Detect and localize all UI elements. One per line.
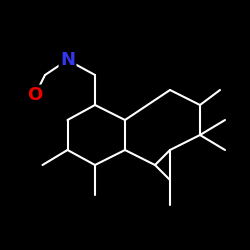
Text: N: N xyxy=(60,51,75,69)
Text: O: O xyxy=(28,86,42,104)
